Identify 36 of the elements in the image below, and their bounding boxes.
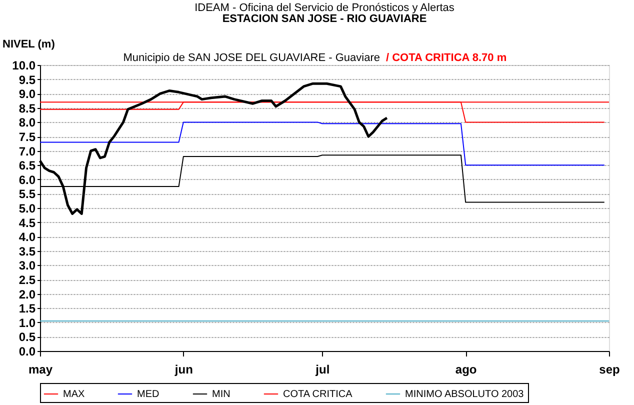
chart-title: IDEAM - Oficina del Servicio de Pronósticos y Alertas [194, 2, 455, 14]
y-tick-label: 3.5 [18, 244, 36, 258]
y-tick-label: 9.5 [18, 72, 36, 87]
y-tick-label: 7.0 [18, 144, 36, 158]
x-tick-label: jun [174, 362, 193, 376]
y-tick-label: 4.5 [18, 216, 36, 230]
y-tick-label: 5.5 [18, 187, 36, 202]
legend-label: COTA CRITICA [283, 389, 353, 400]
y-tick-label: 6.0 [18, 172, 36, 187]
y-tick-label: 5.0 [18, 202, 36, 216]
y-tick-label: 0.0 [18, 344, 36, 358]
legend-label: MIN [212, 389, 230, 400]
y-tick-label: 0.5 [18, 330, 36, 344]
y-tick-label: 10.0 [12, 58, 36, 72]
legend-label: MAX [63, 389, 85, 400]
x-tick-label: may [28, 362, 53, 376]
y-tick-label: 9.0 [18, 87, 36, 102]
x-tick-label: sep [599, 362, 620, 376]
y-tick-label: 3.0 [18, 258, 36, 273]
chart-subtitle: ESTACION SAN JOSE - RIO GUAVIARE [222, 13, 427, 25]
text: / COTA CRITICA 8.70 m [386, 52, 507, 64]
y-tick-label: 4.0 [18, 230, 36, 244]
y-tick-label: 6.5 [18, 158, 36, 173]
text: Municipio de SAN JOSE DEL GUAVIARE - Guaviare [123, 52, 380, 64]
y-tick-label: 8.0 [18, 116, 36, 130]
legend-label: MINIMO ABSOLUTO 2003 [405, 389, 524, 400]
y-tick-label: 8.5 [18, 101, 36, 116]
x-tick-label: jul [314, 362, 330, 376]
y-tick-label: 2.5 [18, 273, 36, 287]
y-tick-label: 1.5 [18, 302, 36, 316]
x-tick-label: ago [455, 362, 477, 376]
y-axis-title: NIVEL (m) [2, 38, 56, 50]
y-tick-label: 2.0 [18, 287, 36, 302]
legend-label: MED [137, 389, 160, 400]
y-tick-label: 7.5 [18, 130, 36, 144]
y-tick-label: 1.0 [18, 316, 36, 330]
